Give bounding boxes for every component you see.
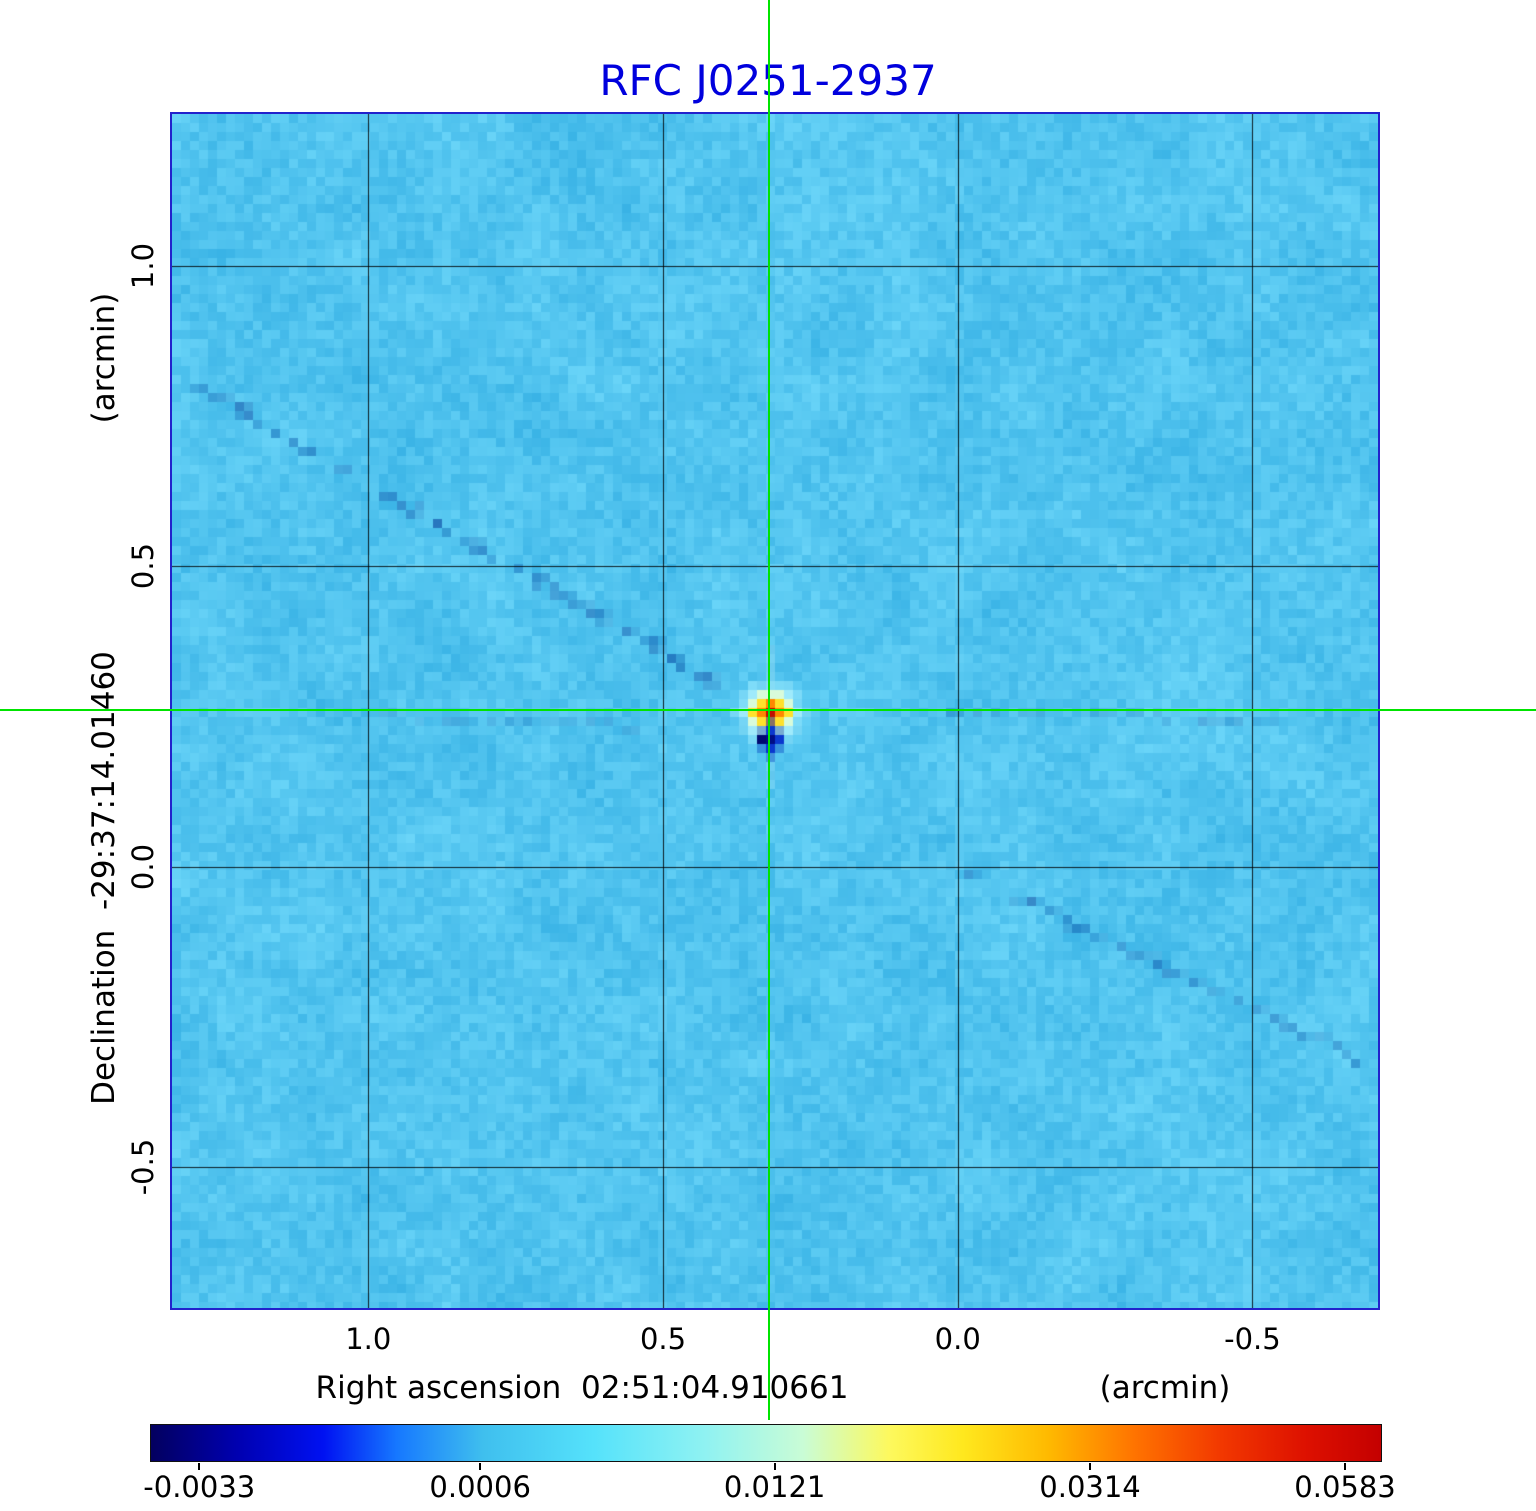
x-tick-label: 0.5 — [639, 1322, 687, 1356]
colorbar — [150, 1424, 1382, 1462]
x-tick-label: 1.0 — [345, 1322, 392, 1356]
colorbar-tick-label: -0.0033 — [143, 1470, 256, 1504]
colorbar-tick-mark — [1344, 1463, 1347, 1470]
heatmap-canvas — [172, 114, 1378, 1308]
colorbar-tick-mark — [1089, 1463, 1092, 1470]
colorbar-tick-mark — [479, 1463, 482, 1470]
y-axis-unit-label: (arcmin) — [86, 292, 122, 424]
colorbar-tick-label: 0.0121 — [723, 1470, 826, 1504]
x-tick-label: -0.5 — [1224, 1322, 1281, 1356]
heatmap-plot-area — [170, 112, 1380, 1310]
colorbar-tick-label: 0.0314 — [1039, 1470, 1141, 1504]
y-axis-label: Declination -29:37:14.01460 — [86, 651, 122, 1105]
x-axis-label: Right ascension 02:51:04.910661 — [315, 1370, 849, 1406]
colorbar-tick-mark — [773, 1463, 776, 1470]
x-axis-unit-label: (arcmin) — [1099, 1370, 1231, 1406]
y-tick-label: 1.0 — [126, 242, 160, 289]
colorbar-tick-label: 0.0583 — [1294, 1470, 1396, 1504]
y-tick-label: -0.5 — [126, 1139, 160, 1196]
y-tick-label: 0.5 — [126, 543, 160, 590]
plot-title: RFC J0251-2937 — [599, 56, 937, 105]
crosshair-horizontal-line — [0, 709, 1536, 711]
x-tick-label: 0.0 — [934, 1322, 981, 1356]
colorbar-tick-mark — [198, 1463, 201, 1470]
colorbar-tick-label: 0.0006 — [429, 1470, 531, 1504]
y-tick-label: 0.0 — [126, 843, 160, 890]
